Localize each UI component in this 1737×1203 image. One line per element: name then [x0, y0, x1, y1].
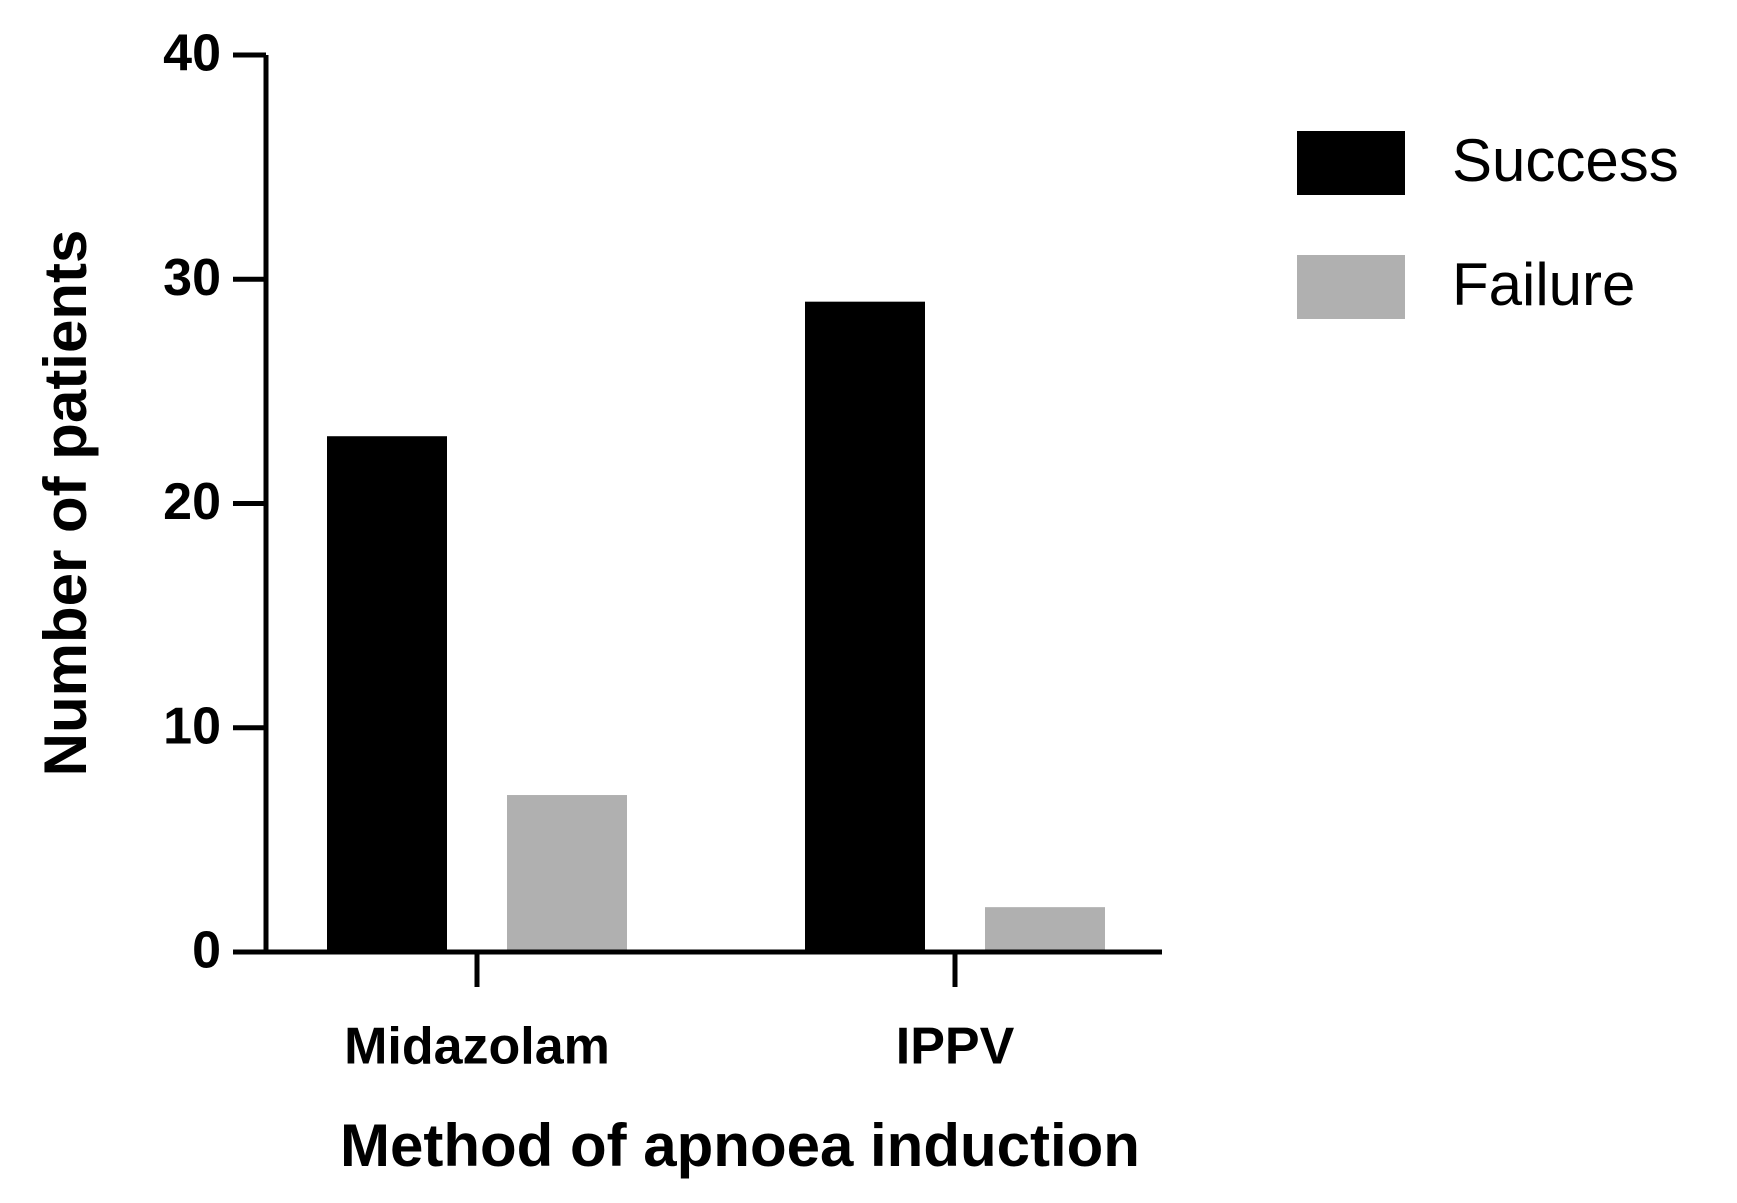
y-axis-title: Number of patients — [32, 230, 99, 777]
bar — [805, 301, 925, 952]
legend-label: Failure — [1452, 251, 1635, 318]
x-tick-label: Midazolam — [344, 1018, 610, 1076]
y-tick-label: 30 — [163, 249, 221, 307]
legend-swatch — [1297, 255, 1405, 319]
y-tick-label: 10 — [163, 697, 221, 755]
x-axis-title: Method of apnoea induction — [340, 1112, 1140, 1179]
x-tick-label: IPPV — [896, 1018, 1015, 1076]
y-tick-label: 20 — [163, 473, 221, 531]
y-tick-label: 40 — [163, 25, 221, 83]
legend-swatch — [1297, 131, 1405, 195]
legend-label: Success — [1452, 127, 1679, 194]
bar — [327, 436, 447, 953]
bar — [507, 795, 627, 952]
y-tick-label: 0 — [192, 922, 221, 980]
bar — [985, 907, 1105, 952]
